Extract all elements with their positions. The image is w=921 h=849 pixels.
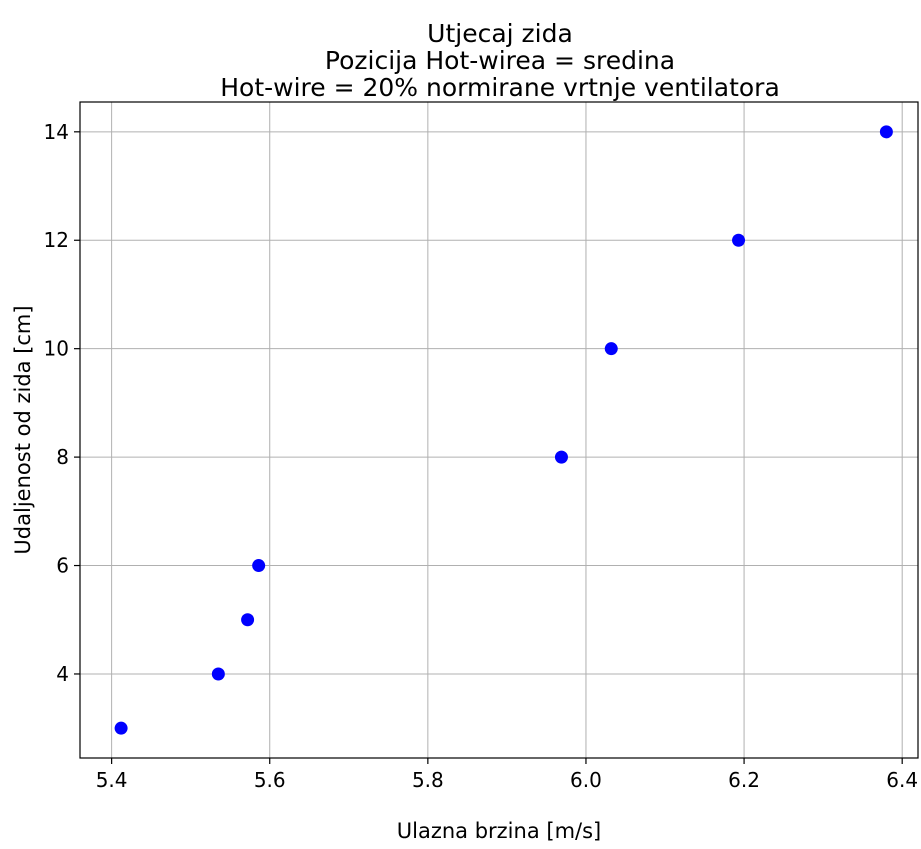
data-point (554, 450, 568, 464)
plot-frame (79, 101, 919, 759)
y-tick-label: 12 (44, 228, 69, 252)
data-point (879, 125, 893, 139)
x-tick-label: 5.8 (412, 768, 444, 792)
y-tick-label: 10 (44, 337, 69, 361)
x-tick-label: 5.4 (96, 768, 128, 792)
chart-title-line-1: Utjecaj zida (427, 19, 573, 48)
chart-title-line-3: Hot-wire = 20% normirane vrtnje ventilat… (220, 73, 780, 102)
y-tick-label: 4 (56, 662, 69, 686)
chart-title-line-2: Pozicija Hot-wirea = sredina (325, 46, 675, 75)
x-axis-label: Ulazna brzina [m/s] (397, 819, 601, 843)
x-tick-label: 6.2 (728, 768, 760, 792)
x-tick-label: 5.6 (254, 768, 286, 792)
x-tick-label: 6.4 (886, 768, 918, 792)
grid-lines (80, 102, 918, 758)
data-point (732, 233, 746, 247)
y-tick-label: 14 (44, 120, 69, 144)
chart-title: Utjecaj zida Pozicija Hot-wirea = sredin… (220, 19, 780, 102)
data-point (114, 721, 128, 735)
data-point (252, 559, 266, 573)
data-point (211, 667, 225, 681)
data-points (114, 125, 893, 735)
data-point (241, 613, 255, 627)
axis-ticks: 5.4 5.6 5.8 6.0 6.2 6.4 4 6 8 10 12 14 (44, 120, 919, 792)
x-tick-label: 6.0 (570, 768, 602, 792)
y-tick-label: 8 (56, 445, 69, 469)
y-axis-label: Udaljenost od zida [cm] (11, 305, 35, 554)
data-point (604, 342, 618, 356)
y-tick-label: 6 (56, 554, 69, 578)
